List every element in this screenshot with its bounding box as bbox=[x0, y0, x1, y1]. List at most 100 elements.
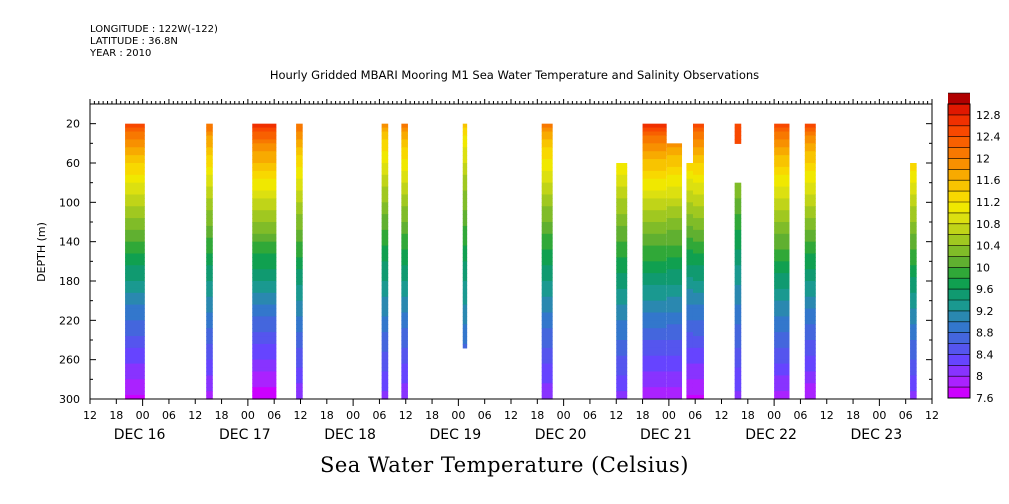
data-cell bbox=[125, 229, 145, 235]
data-cell bbox=[642, 265, 667, 270]
data-cell bbox=[401, 170, 408, 176]
data-cell bbox=[686, 210, 693, 215]
data-cell bbox=[666, 296, 683, 302]
data-cell bbox=[125, 159, 145, 164]
data-cell bbox=[642, 206, 667, 211]
data-cell bbox=[296, 229, 303, 235]
data-cell bbox=[686, 347, 693, 353]
data-cell bbox=[462, 284, 468, 290]
data-cell bbox=[296, 135, 303, 140]
data-cell bbox=[910, 324, 917, 329]
data-cell bbox=[206, 170, 213, 176]
data-cell bbox=[804, 163, 816, 168]
data-cell bbox=[541, 178, 553, 184]
x-tick-label: 06 bbox=[372, 409, 386, 422]
data-cell bbox=[616, 170, 628, 176]
data-cell bbox=[774, 332, 790, 337]
data-cell bbox=[125, 166, 145, 172]
data-cell bbox=[462, 304, 468, 310]
data-cell bbox=[206, 186, 213, 192]
colorbar-label: 8.8 bbox=[976, 327, 994, 340]
data-cell bbox=[381, 387, 389, 392]
data-cell bbox=[734, 253, 742, 258]
data-cell bbox=[125, 178, 145, 184]
data-cell bbox=[686, 332, 693, 337]
data-cell bbox=[910, 304, 917, 310]
data-cell bbox=[616, 308, 628, 314]
data-cell bbox=[296, 316, 303, 321]
data-cell bbox=[910, 190, 917, 196]
data-cell bbox=[125, 273, 145, 278]
data-cell bbox=[642, 336, 667, 341]
data-cell bbox=[252, 273, 277, 278]
data-cell bbox=[666, 308, 683, 314]
data-cell bbox=[401, 253, 408, 258]
data-cell bbox=[252, 155, 277, 160]
data-cell bbox=[401, 265, 408, 270]
data-cell bbox=[206, 249, 213, 255]
data-cell bbox=[642, 135, 667, 140]
data-cell bbox=[804, 245, 816, 251]
data-cell bbox=[206, 143, 213, 148]
data-cell bbox=[125, 343, 145, 349]
data-cell bbox=[401, 127, 408, 133]
data-cell bbox=[804, 391, 816, 396]
data-cell bbox=[206, 222, 213, 227]
date-label: DEC 16 bbox=[114, 427, 166, 443]
data-cell bbox=[774, 135, 790, 140]
data-cell bbox=[666, 351, 683, 357]
data-cell bbox=[206, 245, 213, 251]
data-cell bbox=[666, 257, 683, 262]
data-cell bbox=[296, 308, 303, 314]
data-cell bbox=[462, 249, 468, 255]
data-cell bbox=[666, 245, 683, 251]
data-cell bbox=[541, 151, 553, 156]
data-cell bbox=[616, 249, 628, 255]
colorbar-label: 10.8 bbox=[976, 218, 1001, 231]
data-cell bbox=[401, 261, 408, 266]
data-cell bbox=[692, 194, 704, 199]
data-cell bbox=[692, 257, 704, 262]
data-cell bbox=[206, 328, 213, 333]
data-cell bbox=[296, 284, 303, 290]
data-cell bbox=[774, 312, 790, 317]
data-cell bbox=[692, 155, 704, 160]
data-cell bbox=[252, 245, 277, 251]
data-cell bbox=[462, 269, 468, 274]
data-cell bbox=[462, 233, 468, 239]
data-cell bbox=[296, 253, 303, 258]
data-cell bbox=[296, 182, 303, 188]
data-cell bbox=[804, 387, 816, 392]
data-cell bbox=[401, 383, 408, 388]
data-cell bbox=[686, 277, 693, 282]
data-cell bbox=[666, 363, 683, 369]
data-cell bbox=[206, 206, 213, 211]
data-cell bbox=[774, 131, 790, 137]
data-cell bbox=[686, 292, 693, 298]
data-cell bbox=[541, 174, 553, 180]
data-cell bbox=[666, 371, 683, 376]
data-cell bbox=[125, 340, 145, 345]
data-cell bbox=[296, 371, 303, 376]
data-cell bbox=[541, 143, 553, 148]
data-cell bbox=[692, 387, 704, 392]
data-cell bbox=[804, 296, 816, 302]
data-cell bbox=[666, 222, 683, 227]
data-cell bbox=[774, 222, 790, 227]
data-cell bbox=[686, 257, 693, 262]
data-cell bbox=[666, 237, 683, 243]
data-cell bbox=[541, 190, 553, 196]
data-cell bbox=[541, 281, 553, 286]
data-cell bbox=[296, 214, 303, 219]
data-cell bbox=[401, 155, 408, 160]
data-cell bbox=[774, 253, 790, 258]
data-cell bbox=[692, 147, 704, 152]
y-tick-label: 20 bbox=[66, 118, 80, 131]
data-cell bbox=[804, 139, 816, 144]
data-cell bbox=[125, 292, 145, 298]
data-cell bbox=[252, 363, 277, 369]
colorbar-swatch bbox=[948, 223, 970, 236]
data-cell bbox=[686, 198, 693, 203]
data-cell bbox=[381, 359, 389, 365]
